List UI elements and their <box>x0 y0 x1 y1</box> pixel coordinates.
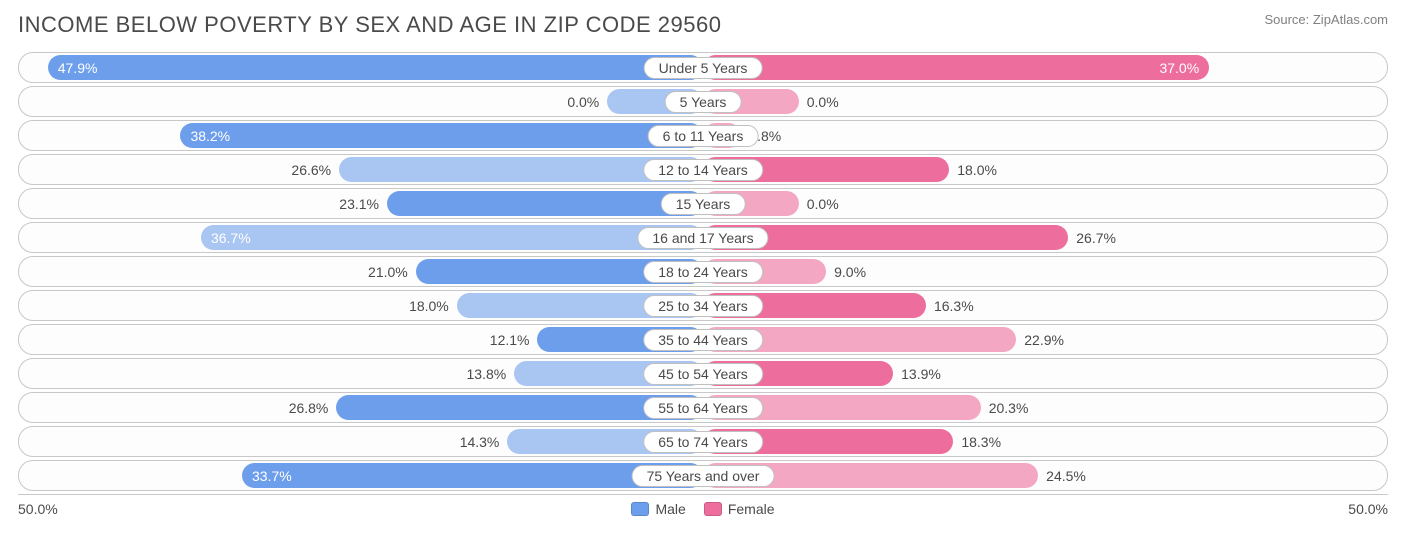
category-label: 35 to 44 Years <box>643 329 763 351</box>
category-label: 6 to 11 Years <box>648 125 759 147</box>
axis-right-max: 50.0% <box>1348 501 1388 517</box>
male-value: 12.1% <box>490 332 530 348</box>
category-label: 16 and 17 Years <box>637 227 768 249</box>
table-row: 26.8% 20.3% 55 to 64 Years <box>18 392 1388 423</box>
male-value: 0.0% <box>567 94 599 110</box>
male-value: 18.0% <box>409 298 449 314</box>
category-label: 75 Years and over <box>632 465 775 487</box>
male-value: 47.9% <box>58 60 98 76</box>
male-bar: 38.2% <box>180 123 703 148</box>
table-row: 33.7% 24.5% 75 Years and over <box>18 460 1388 491</box>
table-row: 18.0% 16.3% 25 to 34 Years <box>18 290 1388 321</box>
axis-left-max: 50.0% <box>18 501 58 517</box>
table-row: 26.6% 18.0% 12 to 14 Years <box>18 154 1388 185</box>
category-label: 5 Years <box>665 91 742 113</box>
table-row: 36.7% 26.7% 16 and 17 Years <box>18 222 1388 253</box>
source-attribution: Source: ZipAtlas.com <box>1264 12 1388 27</box>
category-label: 12 to 14 Years <box>643 159 763 181</box>
male-value: 33.7% <box>252 468 292 484</box>
female-value: 13.9% <box>901 366 941 382</box>
category-label: 65 to 74 Years <box>643 431 763 453</box>
legend-item-male: Male <box>631 501 685 517</box>
legend: Male Female <box>631 501 774 517</box>
category-label: 45 to 54 Years <box>643 363 763 385</box>
category-label: 15 Years <box>661 193 746 215</box>
category-label: 18 to 24 Years <box>643 261 763 283</box>
male-bar: 47.9% <box>48 55 703 80</box>
male-bar <box>387 191 703 216</box>
legend-item-female: Female <box>704 501 775 517</box>
female-value: 24.5% <box>1046 468 1086 484</box>
table-row: 47.9% 37.0% Under 5 Years <box>18 52 1388 83</box>
table-row: 23.1% 0.0% 15 Years <box>18 188 1388 219</box>
male-value: 14.3% <box>460 434 500 450</box>
table-row: 12.1% 22.9% 35 to 44 Years <box>18 324 1388 355</box>
female-value: 26.7% <box>1076 230 1116 246</box>
female-value: 22.9% <box>1024 332 1064 348</box>
female-bar: 37.0% <box>703 55 1209 80</box>
male-value: 21.0% <box>368 264 408 280</box>
female-value: 9.0% <box>834 264 866 280</box>
female-value: 0.0% <box>807 94 839 110</box>
male-value: 38.2% <box>190 128 230 144</box>
category-label: Under 5 Years <box>644 57 763 79</box>
table-row: 0.0% 0.0% 5 Years <box>18 86 1388 117</box>
male-value: 23.1% <box>339 196 379 212</box>
table-row: 14.3% 18.3% 65 to 74 Years <box>18 426 1388 457</box>
legend-label-male: Male <box>655 501 685 517</box>
female-value: 20.3% <box>989 400 1029 416</box>
female-value: 37.0% <box>1159 60 1199 76</box>
chart-title: INCOME BELOW POVERTY BY SEX AND AGE IN Z… <box>18 12 721 38</box>
diverging-bar-chart: 47.9% 37.0% Under 5 Years 0.0% 0.0% 5 Years 38… <box>18 52 1388 495</box>
female-value: 16.3% <box>934 298 974 314</box>
category-label: 55 to 64 Years <box>643 397 763 419</box>
male-bar: 36.7% <box>201 225 703 250</box>
female-value: 18.0% <box>957 162 997 178</box>
table-row: 13.8% 13.9% 45 to 54 Years <box>18 358 1388 389</box>
male-value: 26.6% <box>291 162 331 178</box>
female-value: 18.3% <box>961 434 1001 450</box>
legend-label-female: Female <box>728 501 775 517</box>
table-row: 38.2%2.8%6 to 11 Years <box>18 120 1388 151</box>
male-value: 36.7% <box>211 230 251 246</box>
legend-swatch-female <box>704 502 722 516</box>
category-label: 25 to 34 Years <box>643 295 763 317</box>
female-value: 0.0% <box>807 196 839 212</box>
table-row: 21.0% 9.0% 18 to 24 Years <box>18 256 1388 287</box>
male-value: 26.8% <box>289 400 329 416</box>
male-value: 13.8% <box>467 366 507 382</box>
legend-swatch-male <box>631 502 649 516</box>
